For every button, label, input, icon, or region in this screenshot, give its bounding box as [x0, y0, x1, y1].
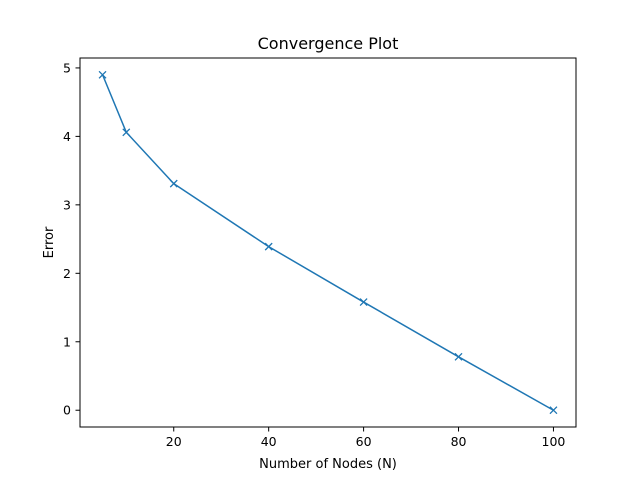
x-tick-label: 80 — [451, 434, 467, 449]
y-tick-label: 2 — [63, 266, 71, 281]
x-axis-ticks: 20 40 60 80 100 — [166, 427, 566, 449]
data-point-marker — [549, 406, 558, 415]
x-tick-label: 20 — [166, 434, 182, 449]
y-tick-label: 0 — [63, 403, 71, 418]
x-marker-shape — [98, 70, 107, 79]
x-marker-shape — [264, 242, 273, 251]
data-point-marker — [454, 352, 463, 361]
data-point-marker — [359, 298, 368, 307]
data-point-marker — [169, 179, 178, 188]
x-marker-shape — [359, 298, 368, 307]
y-tick-label: 5 — [63, 60, 71, 75]
x-tick-label: 40 — [261, 434, 277, 449]
data-point-marker — [264, 242, 273, 251]
y-tick-label: 4 — [63, 129, 71, 144]
y-axis-ticks: 0 1 2 3 4 5 — [63, 60, 80, 418]
y-tick-label: 3 — [63, 197, 71, 212]
axes-frame — [79, 57, 577, 428]
x-marker-shape — [454, 352, 463, 361]
plot-layer — [98, 70, 558, 415]
x-marker-shape — [169, 179, 178, 188]
chart-title: Convergence Plot — [258, 34, 399, 53]
x-axis-label: Number of Nodes (N) — [259, 457, 397, 472]
y-tick-label: 1 — [63, 334, 71, 349]
y-axis-label: Error — [42, 226, 57, 258]
x-tick-label: 100 — [542, 434, 566, 449]
data-point-marker — [98, 70, 107, 79]
x-marker-shape — [122, 128, 131, 137]
data-point-marker — [122, 128, 131, 137]
x-marker-shape — [549, 406, 558, 415]
x-tick-label: 60 — [356, 434, 372, 449]
